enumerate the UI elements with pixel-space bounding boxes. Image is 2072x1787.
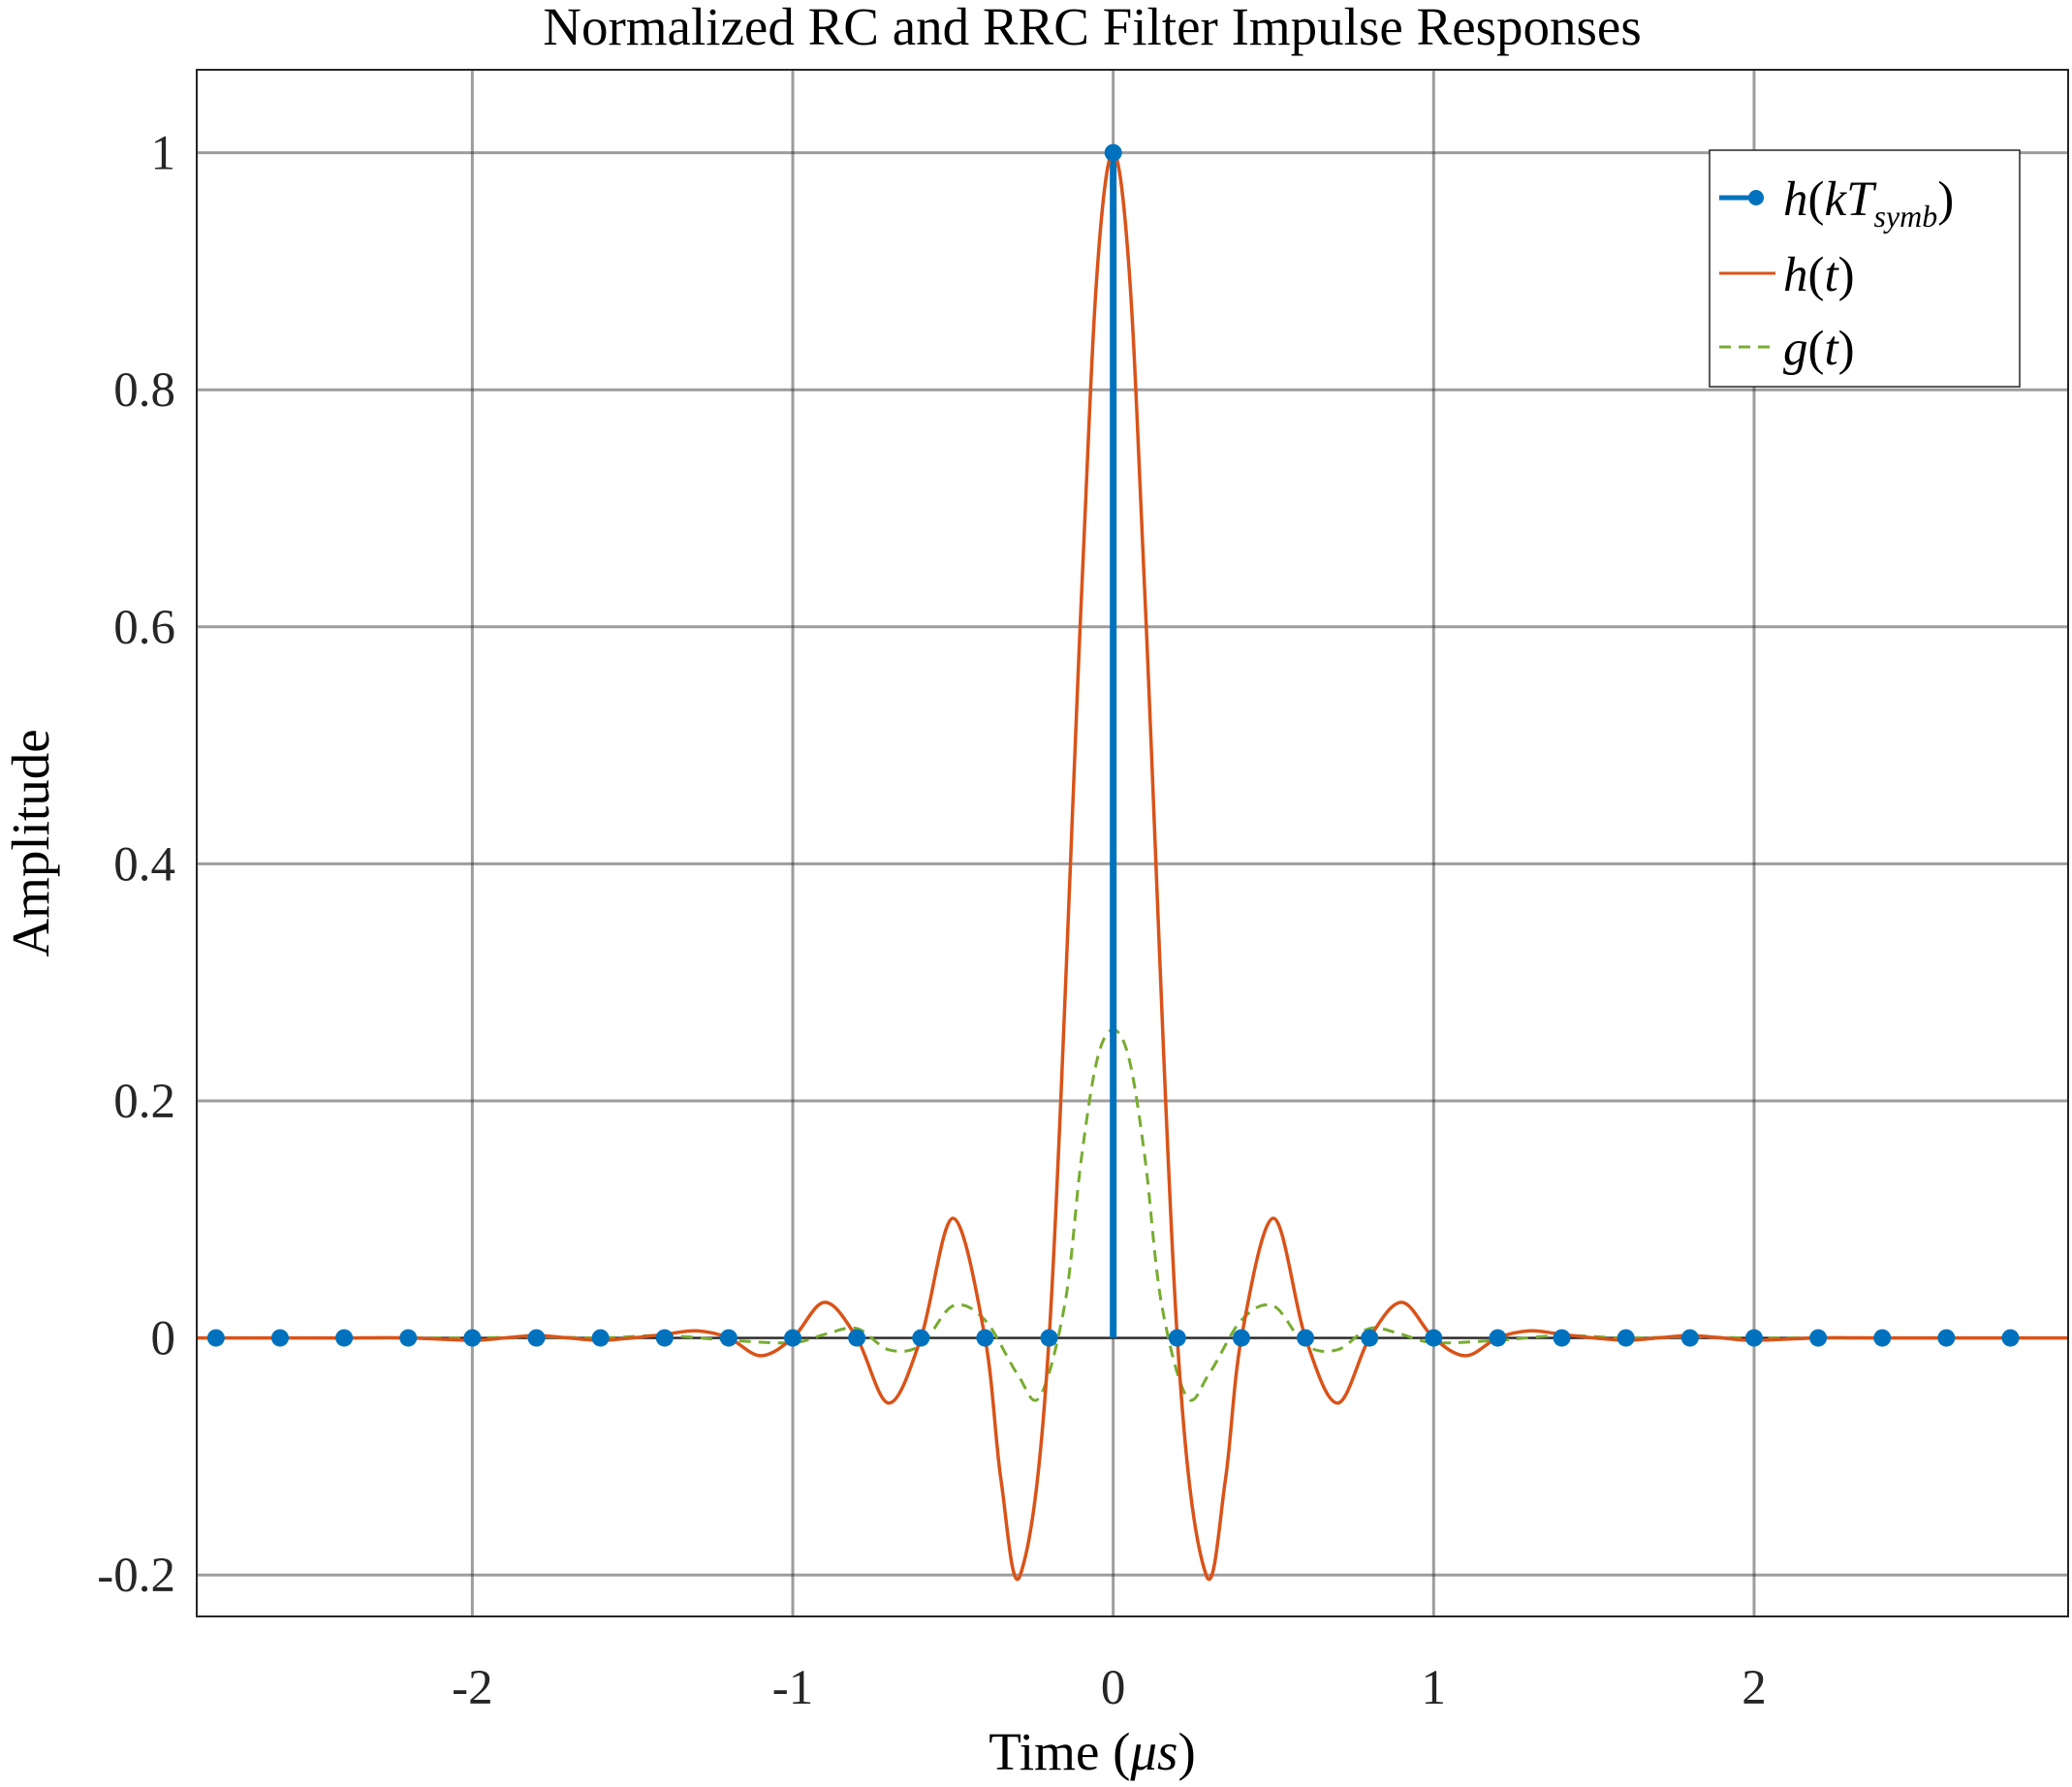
- legend-label-h-kTsymb-arg: kT: [1824, 172, 1877, 227]
- legend-label-g-t-fn: g: [1783, 322, 1808, 376]
- legend-swatch-marker: [1748, 190, 1764, 205]
- y-tick-label: -0.2: [97, 1549, 175, 1603]
- stem-marker: [1425, 1329, 1443, 1347]
- stem-marker: [206, 1329, 225, 1347]
- legend-label-h-t-arg: t: [1824, 248, 1839, 302]
- y-tick-label: 0.4: [113, 837, 175, 892]
- stem-marker: [912, 1329, 930, 1347]
- stem-marker: [1617, 1329, 1635, 1347]
- stem-marker: [655, 1329, 674, 1347]
- legend-label-h-kTsymb-fn: h: [1783, 172, 1808, 227]
- x-tick-label: -1: [772, 1661, 813, 1715]
- legend-label-h-t: h(t): [1783, 248, 1855, 302]
- stem-marker: [335, 1329, 354, 1347]
- x-axis-label-unit: μs: [1129, 1722, 1177, 1781]
- chart-title: Normalized RC and RRC Filter Impulse Res…: [543, 0, 1642, 56]
- stem-marker: [1680, 1329, 1699, 1347]
- stem-marker: [527, 1329, 546, 1347]
- stem-marker: [848, 1329, 866, 1347]
- x-axis-label-text: Time (: [989, 1722, 1130, 1781]
- stem-marker: [1489, 1329, 1507, 1347]
- stem-marker: [1553, 1329, 1571, 1347]
- y-tick-label: 0.6: [113, 601, 175, 655]
- legend-label-g-t-open: (: [1808, 322, 1825, 376]
- y-axis-label: Amplitude: [1, 729, 60, 956]
- stem-marker: [1168, 1329, 1186, 1347]
- stem-marker: [1232, 1329, 1250, 1347]
- stem-marker: [1104, 143, 1122, 162]
- legend-label-h-kTsymb-sub: symb: [1873, 199, 1937, 234]
- y-tick-label: 1: [151, 127, 176, 181]
- legend: h(kTsymb) h(t) g(t): [1709, 149, 2021, 388]
- stem-marker: [1361, 1329, 1379, 1347]
- stem-marker: [1809, 1329, 1828, 1347]
- x-tick-label: -2: [452, 1661, 492, 1715]
- tick-labels: -2 -1 0 1 2 -0.2 0 0.2 0.4 0.6 0.8 1: [97, 127, 1766, 1715]
- stem-marker: [2001, 1329, 2020, 1347]
- stem-marker: [976, 1329, 994, 1347]
- plot-frame: [196, 69, 2069, 1617]
- legend-entry-h-t: h(t): [1719, 248, 1855, 302]
- stem-marker: [784, 1329, 802, 1347]
- x-axis-label: Time (μs): [989, 1722, 1196, 1781]
- stem-marker: [719, 1329, 738, 1347]
- legend-label-g-t: g(t): [1783, 322, 1855, 376]
- x-tick-label: 0: [1101, 1661, 1126, 1715]
- y-tick-label: 0: [151, 1312, 176, 1366]
- legend-label-h-t-fn: h: [1783, 248, 1808, 302]
- series-layer: [197, 143, 2068, 1582]
- stem-marker: [1040, 1329, 1058, 1347]
- legend-label-g-t-arg: t: [1824, 322, 1839, 376]
- legend-label-h-kTsymb-close: ): [1937, 172, 1954, 227]
- stem-marker: [1744, 1329, 1763, 1347]
- y-tick-label: 0.2: [113, 1075, 175, 1129]
- legend-label-h-kTsymb-open: (: [1808, 172, 1825, 227]
- legend-label-h-t-open: (: [1808, 248, 1825, 302]
- legend-label-h-t-close: ): [1838, 248, 1855, 302]
- legend-entry-h-kTsymb: h(kTsymb): [1719, 172, 1954, 234]
- stem-marker: [399, 1329, 418, 1347]
- y-tick-label: 0.8: [113, 363, 175, 418]
- stem-marker: [1297, 1329, 1315, 1347]
- x-tick-label: 2: [1742, 1661, 1767, 1715]
- legend-entry-g-t: g(t): [1719, 322, 1855, 376]
- legend-label-g-t-close: ): [1838, 322, 1855, 376]
- stem-marker: [1873, 1329, 1892, 1347]
- x-axis-label-close: ): [1177, 1722, 1195, 1781]
- stem-marker: [1937, 1329, 1956, 1347]
- stem-marker: [270, 1329, 289, 1347]
- stem-marker: [591, 1329, 610, 1347]
- legend-label-h-kTsymb: h(kTsymb): [1783, 172, 1954, 234]
- stem-marker: [463, 1329, 482, 1347]
- x-tick-label: 1: [1422, 1661, 1447, 1715]
